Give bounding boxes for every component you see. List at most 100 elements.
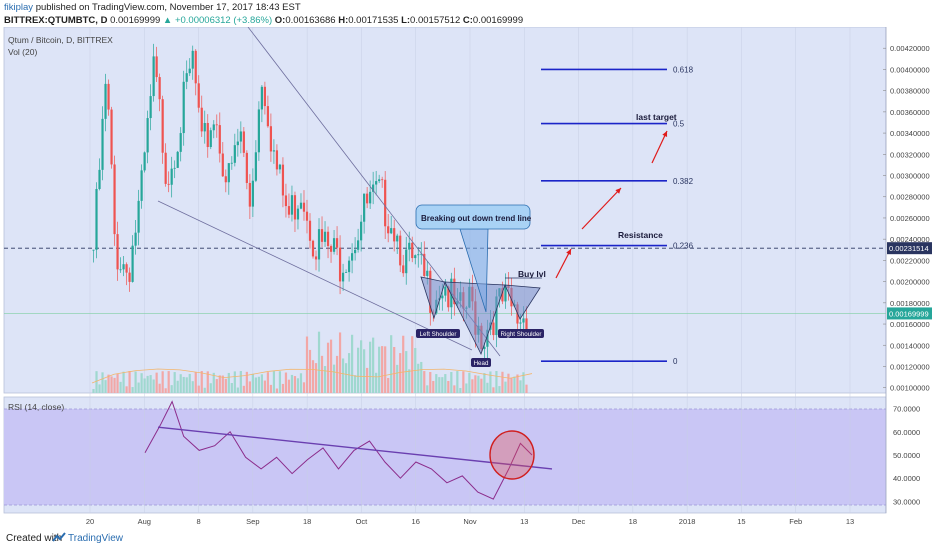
candle-body (272, 150, 276, 152)
volume-bar (218, 375, 221, 393)
volume-bar (122, 371, 125, 393)
candle-body (98, 169, 101, 189)
candle-body (107, 83, 110, 110)
time-tick-label: Dec (572, 517, 586, 526)
volume-bar (417, 363, 420, 393)
candle-body (426, 270, 429, 276)
volume-bar (131, 387, 134, 393)
tradingview-brand[interactable]: TradingView (68, 533, 124, 544)
candle-body (266, 106, 270, 127)
time-tick-label: 20 (86, 517, 94, 526)
volume-bar (366, 367, 369, 393)
price-tick-label: 0.00300000 (890, 172, 930, 181)
candle-body (263, 86, 266, 107)
candle-body (116, 234, 119, 270)
volume-bar (495, 371, 498, 393)
candle-body (396, 235, 399, 242)
candle-body (405, 249, 408, 274)
volume-bar (290, 374, 294, 393)
volume-bar (203, 387, 206, 393)
volume-bar (459, 388, 462, 393)
price-axis (886, 27, 932, 513)
volume-bar (125, 386, 128, 393)
volume-bar (450, 371, 453, 393)
volume-bar (278, 371, 282, 393)
candle-body (134, 232, 137, 246)
candle-body (308, 220, 312, 241)
volume-bar (347, 353, 351, 393)
candle-body (227, 163, 230, 183)
candle-body (149, 96, 152, 119)
volume-bar (408, 369, 411, 393)
volume-bar (275, 388, 279, 393)
main-legend: Qtum / Bitcoin, D, BITTREX (8, 35, 113, 45)
volume-bar (155, 372, 158, 393)
volume-bar (191, 381, 194, 393)
arrow-to-target (651, 130, 668, 164)
volume-bar (98, 384, 101, 393)
volume-bar (242, 385, 245, 393)
volume-bar (221, 375, 224, 393)
candle-body (525, 318, 528, 335)
candle-body (140, 170, 143, 201)
high-label: H: (338, 15, 349, 26)
volume-bar (477, 375, 480, 393)
right-shoulder-shape (504, 284, 541, 320)
candle-body (176, 151, 179, 168)
volume-bar (341, 358, 345, 393)
rsi-highlight-circle (489, 430, 535, 480)
volume-bar (200, 371, 203, 393)
candle-body (411, 242, 414, 259)
candle-body (378, 179, 381, 182)
candle-body (125, 264, 128, 273)
chart-canvas[interactable]: 0.618 0.5 0.382 0.236 0 Breaking out down tre… (0, 27, 932, 528)
volume-bar (335, 355, 339, 393)
candle-body (152, 56, 155, 97)
time-tick-label: 16 (412, 517, 420, 526)
volume-legend: Vol (20) (8, 47, 38, 57)
time-tick-label: Sep (246, 517, 259, 526)
candle-body (347, 260, 351, 273)
volume-bar (516, 374, 519, 393)
volume-bar (236, 387, 239, 393)
candle-body (269, 126, 273, 152)
time-tick-label: Oct (356, 517, 369, 526)
price-tick-label: 0.00340000 (890, 129, 930, 138)
volume-bar (230, 383, 233, 393)
candle-body (251, 180, 254, 207)
candle-body (173, 167, 176, 169)
volume-bar (402, 335, 405, 393)
volume-bar (393, 347, 396, 393)
price-tick-label: 0.00120000 (890, 362, 930, 371)
candle-body (113, 164, 116, 235)
candle-body (110, 109, 113, 165)
time-tick-label: 8 (196, 517, 200, 526)
fib-level-label: 0.618 (673, 65, 694, 74)
candle-body (357, 240, 360, 250)
candle-body (501, 288, 504, 302)
candle-body (161, 99, 164, 153)
candle-body (486, 329, 489, 347)
volume-bar (206, 371, 209, 393)
candle-body (341, 272, 345, 282)
volume-bar (251, 373, 254, 393)
candle-body (381, 179, 384, 181)
volume-bar (363, 349, 366, 393)
candle-body (200, 107, 203, 132)
volume-bar (104, 380, 107, 393)
volume-bar (224, 378, 227, 393)
left-shoulder-shape (420, 276, 446, 320)
candle-body (317, 229, 321, 260)
right-shoulder-tag-bg (498, 329, 544, 338)
volume-bar (248, 381, 251, 393)
candle-body (218, 125, 221, 154)
author-link[interactable]: fikiplay (4, 2, 34, 13)
candle-body (375, 181, 378, 185)
candle-body (185, 73, 188, 82)
volume-bar (260, 374, 263, 393)
price-tick-label: 0.00220000 (890, 256, 930, 265)
fib-level-label: 0.5 (673, 120, 685, 129)
volume-bar (329, 339, 333, 393)
candle-body (320, 229, 324, 242)
candle-body (236, 141, 239, 146)
